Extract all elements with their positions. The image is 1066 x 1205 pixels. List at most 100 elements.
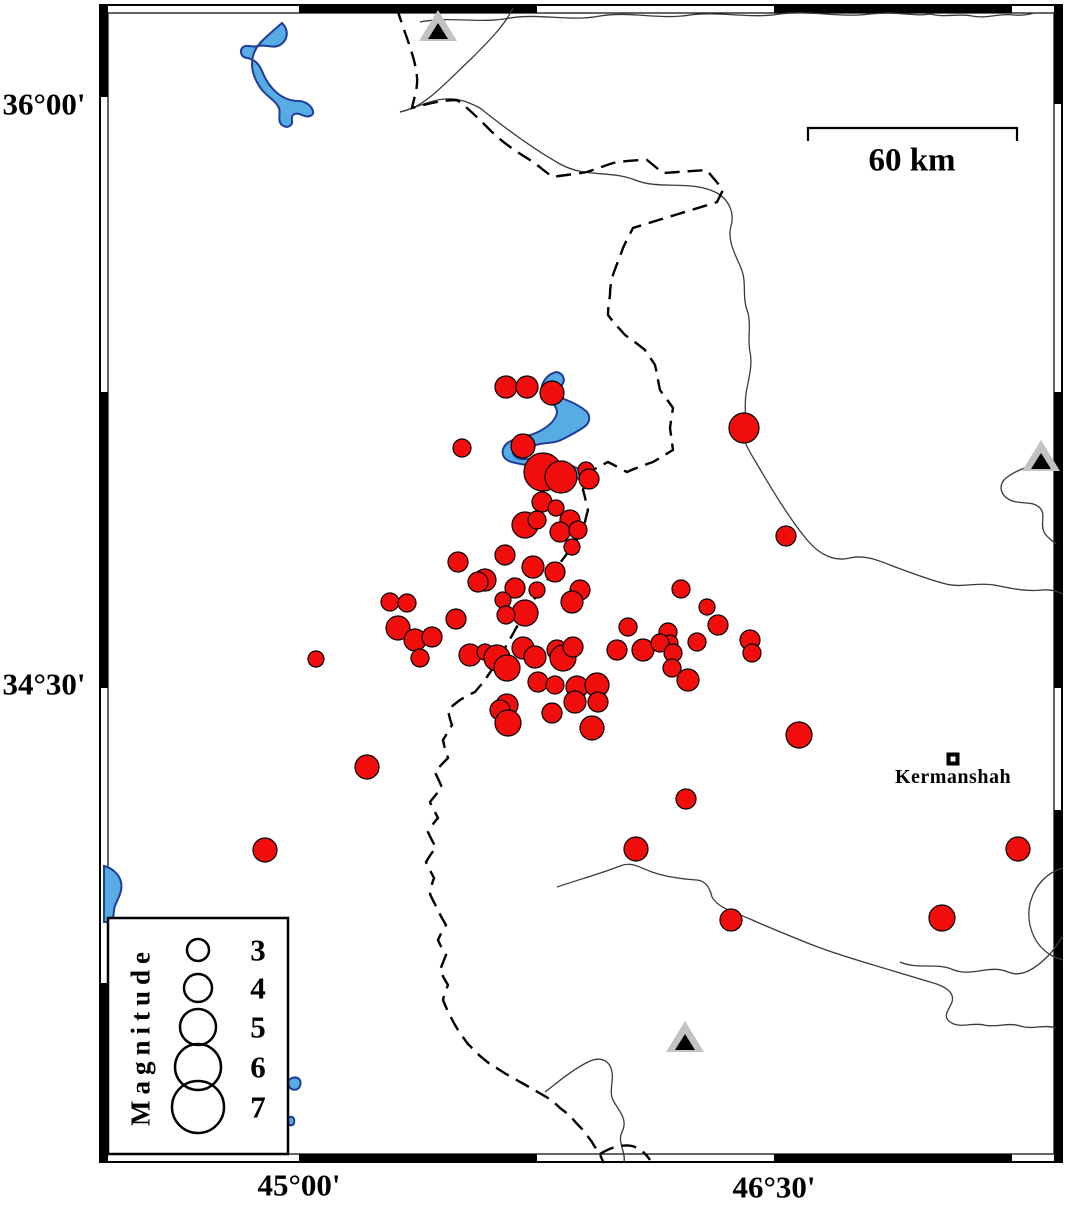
earthquake-marker bbox=[676, 668, 700, 692]
earthquake-marker bbox=[523, 645, 547, 669]
earthquake-marker bbox=[549, 521, 571, 543]
frame-segment bbox=[299, 5, 537, 13]
earthquake-marker bbox=[544, 460, 578, 494]
earthquake-marker bbox=[521, 555, 545, 579]
earthquake-marker bbox=[728, 412, 760, 444]
earthquake-marker bbox=[545, 675, 565, 695]
earthquake-marker bbox=[539, 380, 565, 406]
stations-layer bbox=[419, 10, 1060, 1052]
frame-segment bbox=[1054, 392, 1062, 688]
frame-segment bbox=[774, 5, 1012, 13]
city-marker-layer bbox=[946, 752, 960, 766]
earthquake-marker bbox=[496, 605, 516, 625]
lake-polygon bbox=[287, 1076, 302, 1091]
river-line bbox=[1000, 461, 1057, 545]
scale-bar-bracket bbox=[806, 126, 1019, 141]
earthquake-marker bbox=[354, 754, 380, 780]
lat-label-36-00: 36°00' bbox=[2, 86, 86, 122]
earthquake-marker bbox=[252, 837, 278, 863]
earthquake-marker bbox=[650, 633, 670, 653]
earthquake-marker bbox=[687, 632, 707, 652]
frame-segment bbox=[299, 1154, 537, 1162]
earthquake-marker bbox=[504, 577, 526, 599]
frame-segment bbox=[100, 392, 108, 688]
earthquake-marker bbox=[527, 510, 547, 530]
river-line bbox=[1028, 867, 1064, 961]
earthquake-marker bbox=[547, 499, 565, 517]
earthquake-marker bbox=[587, 691, 609, 713]
frame-segment bbox=[100, 983, 108, 1162]
legend-magnitude-circle bbox=[170, 1079, 226, 1135]
earthquake-marker bbox=[1005, 836, 1031, 862]
earthquake-marker bbox=[606, 639, 628, 661]
earthquake-marker bbox=[742, 643, 762, 663]
legend-circles bbox=[170, 937, 226, 1135]
scale-bar-label: 60 km bbox=[868, 142, 956, 179]
earthquake-marker bbox=[467, 571, 489, 593]
frame-segment bbox=[1054, 5, 1062, 104]
earthquake-marker bbox=[447, 551, 469, 573]
frame-segment bbox=[1054, 810, 1062, 1162]
earthquake-marker bbox=[494, 544, 516, 566]
legend-mag-3: 3 bbox=[250, 932, 266, 968]
legend-magnitude-circle bbox=[182, 972, 214, 1004]
scale-bar bbox=[806, 126, 1019, 141]
earthquake-marker bbox=[385, 615, 411, 641]
station-triangle-inner bbox=[428, 23, 448, 39]
earthquake-marker bbox=[775, 525, 797, 547]
earthquake-marker bbox=[421, 626, 443, 648]
earthquake-marker bbox=[494, 591, 512, 609]
earthquake-marker bbox=[494, 709, 522, 737]
map-frame bbox=[99, 4, 1063, 1163]
earthquake-marker bbox=[928, 904, 956, 932]
earthquake-marker bbox=[544, 561, 566, 583]
lat-label-34-30: 34°30' bbox=[2, 666, 86, 702]
river-line bbox=[899, 935, 1064, 975]
earthquake-marker bbox=[541, 702, 563, 724]
earthquake-marker bbox=[785, 721, 813, 749]
earthquake-marker bbox=[578, 468, 600, 490]
earthquake-marker bbox=[511, 599, 539, 627]
earthquake-marker bbox=[563, 690, 587, 714]
earthquake-marker bbox=[623, 836, 649, 862]
earthquake-marker bbox=[528, 581, 546, 599]
earthquake-marker bbox=[719, 908, 743, 932]
lake-polygon bbox=[103, 864, 123, 923]
earthquake-marker bbox=[510, 433, 536, 459]
earthquake-marker bbox=[493, 654, 521, 682]
legend-mag-7: 7 bbox=[250, 1089, 266, 1125]
legend-mag-6: 6 bbox=[250, 1049, 266, 1085]
earthquake-marker bbox=[618, 617, 638, 637]
earthquake-marker bbox=[698, 598, 716, 616]
earthquake-marker bbox=[445, 608, 467, 630]
earthquake-marker bbox=[562, 636, 584, 658]
international-border bbox=[599, 1144, 651, 1161]
legend-box bbox=[106, 916, 290, 1156]
earthquake-marker bbox=[563, 538, 581, 556]
frame-segment bbox=[774, 1154, 1012, 1162]
lon-label-46-30: 46°30' bbox=[732, 1169, 816, 1205]
rivers-layer bbox=[399, 7, 1064, 1163]
lon-label-45-00: 45°00' bbox=[257, 1167, 341, 1203]
river-line bbox=[544, 1058, 625, 1163]
earthquake-marker bbox=[397, 593, 417, 613]
earthquake-marker bbox=[527, 671, 549, 693]
earthquake-marker bbox=[307, 650, 325, 668]
legend-magnitude-circle bbox=[173, 1042, 223, 1092]
city-square-marker-center bbox=[950, 756, 956, 762]
earthquake-marker bbox=[675, 788, 697, 810]
earthquake-marker bbox=[515, 375, 539, 399]
lake-polygon bbox=[239, 21, 315, 128]
earthquake-marker bbox=[452, 438, 472, 458]
earthquakes-layer bbox=[252, 375, 1031, 932]
earthquake-marker bbox=[568, 520, 588, 540]
legend-magnitude-circle bbox=[185, 937, 211, 963]
legend-mag-5: 5 bbox=[250, 1009, 266, 1045]
station-triangle-inner bbox=[675, 1034, 695, 1050]
earthquake-marker bbox=[662, 658, 682, 678]
frame-segment bbox=[100, 5, 108, 97]
earthquake-marker bbox=[560, 590, 584, 614]
station-triangle-inner bbox=[1031, 453, 1051, 469]
